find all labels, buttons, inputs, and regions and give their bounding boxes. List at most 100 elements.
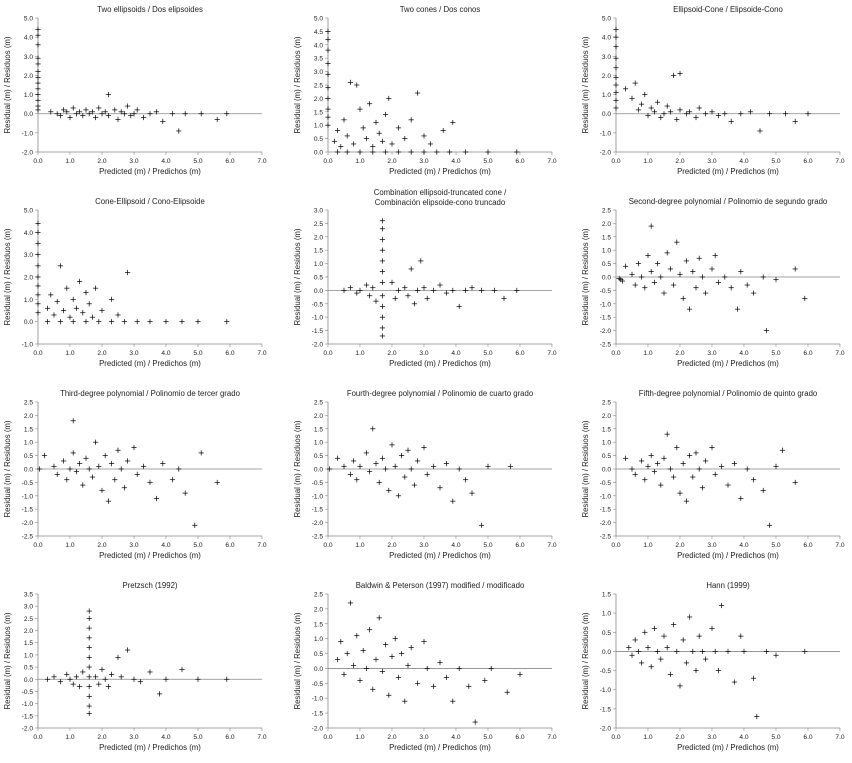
data-point bbox=[773, 463, 779, 469]
y-tick-label: 2.5 bbox=[314, 83, 323, 90]
data-point bbox=[376, 615, 382, 621]
x-tick-label: 5.0 bbox=[483, 158, 492, 165]
data-point bbox=[373, 461, 379, 467]
data-point bbox=[389, 279, 395, 285]
scatter-chart: Cone-Ellipsoid / Cono-Elipsoide -1.0 0.0 1.… bbox=[0, 192, 284, 378]
chart-svg: Second-degree polynomial / Polinomio de … bbox=[581, 197, 845, 368]
data-point bbox=[690, 474, 696, 480]
data-point bbox=[37, 466, 43, 472]
data-point bbox=[629, 271, 635, 277]
data-point bbox=[431, 287, 437, 293]
data-point bbox=[738, 269, 744, 275]
chart-title: Pretzsch (1992) bbox=[122, 581, 177, 590]
data-point bbox=[392, 463, 398, 469]
chart-title: Baldwin & Peterson (1997) modified / mod… bbox=[356, 581, 525, 590]
y-tick-label: 2.5 bbox=[314, 592, 323, 599]
data-point bbox=[224, 111, 230, 117]
data-point bbox=[86, 703, 92, 709]
data-point bbox=[351, 662, 357, 669]
x-tick-label: 7.0 bbox=[257, 542, 266, 549]
x-axis-label: Predicted (m) / Predichos (m) bbox=[389, 167, 491, 176]
data-point bbox=[674, 648, 680, 655]
data-point bbox=[354, 82, 360, 88]
data-point bbox=[379, 455, 385, 461]
y-tick-label: 4.0 bbox=[314, 42, 323, 49]
data-point bbox=[61, 307, 67, 314]
x-tick-label: 2.0 bbox=[675, 350, 684, 357]
data-point bbox=[325, 71, 331, 77]
data-point bbox=[131, 444, 137, 451]
scatter-chart: Baldwin & Peterson (1997) modified / mod… bbox=[290, 576, 574, 762]
data-point bbox=[408, 266, 414, 272]
y-tick-label: 0.0 bbox=[602, 649, 611, 656]
data-point bbox=[642, 477, 648, 483]
data-point bbox=[651, 625, 657, 632]
data-point bbox=[86, 608, 92, 614]
x-tick-label: 6.0 bbox=[515, 734, 524, 741]
y-tick-label: 0.5 bbox=[314, 275, 323, 282]
data-point bbox=[327, 466, 333, 472]
y-tick-label: -1.0 bbox=[600, 130, 612, 137]
data-point bbox=[70, 450, 76, 456]
data-point bbox=[357, 287, 363, 293]
data-point bbox=[463, 287, 469, 293]
x-tick-label: 1.0 bbox=[65, 158, 74, 165]
data-point bbox=[99, 307, 105, 314]
data-point bbox=[760, 487, 766, 494]
data-point bbox=[347, 79, 353, 85]
data-point bbox=[179, 319, 185, 325]
y-tick-label: 2.5 bbox=[24, 616, 33, 623]
data-point bbox=[693, 285, 699, 291]
x-tick-label: 0.0 bbox=[33, 350, 42, 357]
y-tick-label: 1.5 bbox=[602, 234, 611, 241]
data-point bbox=[86, 693, 92, 699]
data-point bbox=[351, 141, 357, 147]
data-point bbox=[45, 305, 51, 311]
data-point bbox=[687, 306, 693, 312]
data-point bbox=[754, 713, 760, 720]
scatter-chart: Third-degree polynomial / Polinomio de t… bbox=[0, 384, 284, 570]
data-point bbox=[651, 279, 657, 285]
data-point bbox=[109, 671, 115, 677]
data-point bbox=[456, 303, 462, 310]
data-point bbox=[379, 325, 385, 331]
data-point bbox=[402, 285, 408, 291]
data-point bbox=[760, 274, 766, 280]
y-tick-label: 0.0 bbox=[602, 111, 611, 118]
data-point bbox=[54, 298, 60, 305]
data-point bbox=[635, 107, 641, 113]
data-point bbox=[450, 119, 456, 126]
x-tick-label: 0.0 bbox=[611, 350, 620, 357]
data-point bbox=[41, 453, 47, 459]
chart-title: Hann (1999) bbox=[706, 581, 750, 590]
data-point bbox=[73, 469, 79, 475]
data-point bbox=[93, 439, 99, 445]
x-tick-label: 0.0 bbox=[33, 158, 42, 165]
data-point bbox=[80, 669, 86, 675]
y-tick-label: 3.0 bbox=[314, 208, 323, 215]
scatter-chart: Two cones / Dos conos 0.0 0.5 1.0 1.5 2.0 2.5 3… bbox=[290, 0, 574, 186]
chart-svg: Two cones / Dos conos 0.0 0.5 1.0 1.5 2.0 2.5 3… bbox=[293, 5, 557, 176]
data-point bbox=[658, 114, 664, 121]
x-tick-label: 1.0 bbox=[355, 734, 364, 741]
x-tick-label: 2.0 bbox=[675, 158, 684, 165]
y-tick-label: 0.5 bbox=[602, 453, 611, 460]
data-point bbox=[399, 453, 405, 459]
data-point bbox=[728, 285, 734, 291]
data-point bbox=[642, 91, 648, 98]
y-tick-label: 0.0 bbox=[602, 275, 611, 282]
y-tick-label: -1.0 bbox=[600, 493, 612, 500]
x-tick-label: 2.0 bbox=[675, 542, 684, 549]
y-tick-label: 1.0 bbox=[24, 92, 33, 99]
x-tick-label: 5.0 bbox=[771, 542, 780, 549]
y-tick-label: 2.0 bbox=[314, 234, 323, 241]
data-point bbox=[373, 119, 379, 126]
x-tick-label: 2.0 bbox=[675, 734, 684, 741]
data-point bbox=[613, 65, 619, 71]
data-point bbox=[383, 149, 389, 155]
data-point bbox=[629, 95, 635, 101]
data-point bbox=[802, 648, 808, 655]
data-point bbox=[35, 229, 41, 235]
data-point bbox=[35, 292, 41, 298]
x-tick-label: 1.0 bbox=[355, 158, 364, 165]
